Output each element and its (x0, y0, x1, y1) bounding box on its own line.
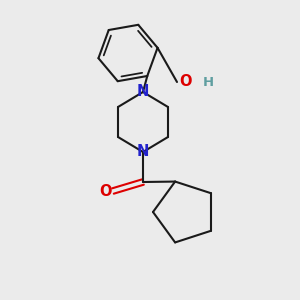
Text: O: O (100, 184, 112, 199)
Text: H: H (202, 76, 214, 88)
Text: O: O (179, 74, 191, 89)
Text: N: N (137, 85, 149, 100)
Text: N: N (137, 145, 149, 160)
